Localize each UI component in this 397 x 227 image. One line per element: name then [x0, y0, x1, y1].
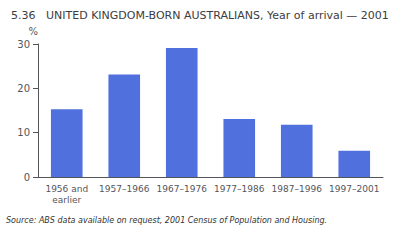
svg-text:1997–2001: 1997–2001 [329, 184, 379, 194]
svg-text:5.36 UNITED KINGDOM-BORN AUS: 5.36 UNITED KINGDOM-BORN AUSTRALIANS, Ye… [11, 9, 389, 22]
svg-text:earlier: earlier [52, 195, 81, 205]
svg-text:0: 0 [24, 172, 30, 183]
svg-text:Source: ABS data available on: Source: ABS data available on request, 2… [6, 216, 327, 225]
svg-text:1967–1976: 1967–1976 [157, 184, 208, 194]
svg-text:20: 20 [17, 83, 30, 94]
svg-text:30: 30 [17, 39, 30, 50]
svg-text:1987–1996: 1987–1996 [272, 184, 323, 194]
svg-text:1957–1966: 1957–1966 [99, 184, 150, 194]
svg-text:10: 10 [17, 127, 30, 138]
svg-text:1977–1986: 1977–1986 [214, 184, 265, 194]
svg-text:%: % [28, 26, 38, 37]
svg-text:1956 and: 1956 and [45, 184, 88, 194]
